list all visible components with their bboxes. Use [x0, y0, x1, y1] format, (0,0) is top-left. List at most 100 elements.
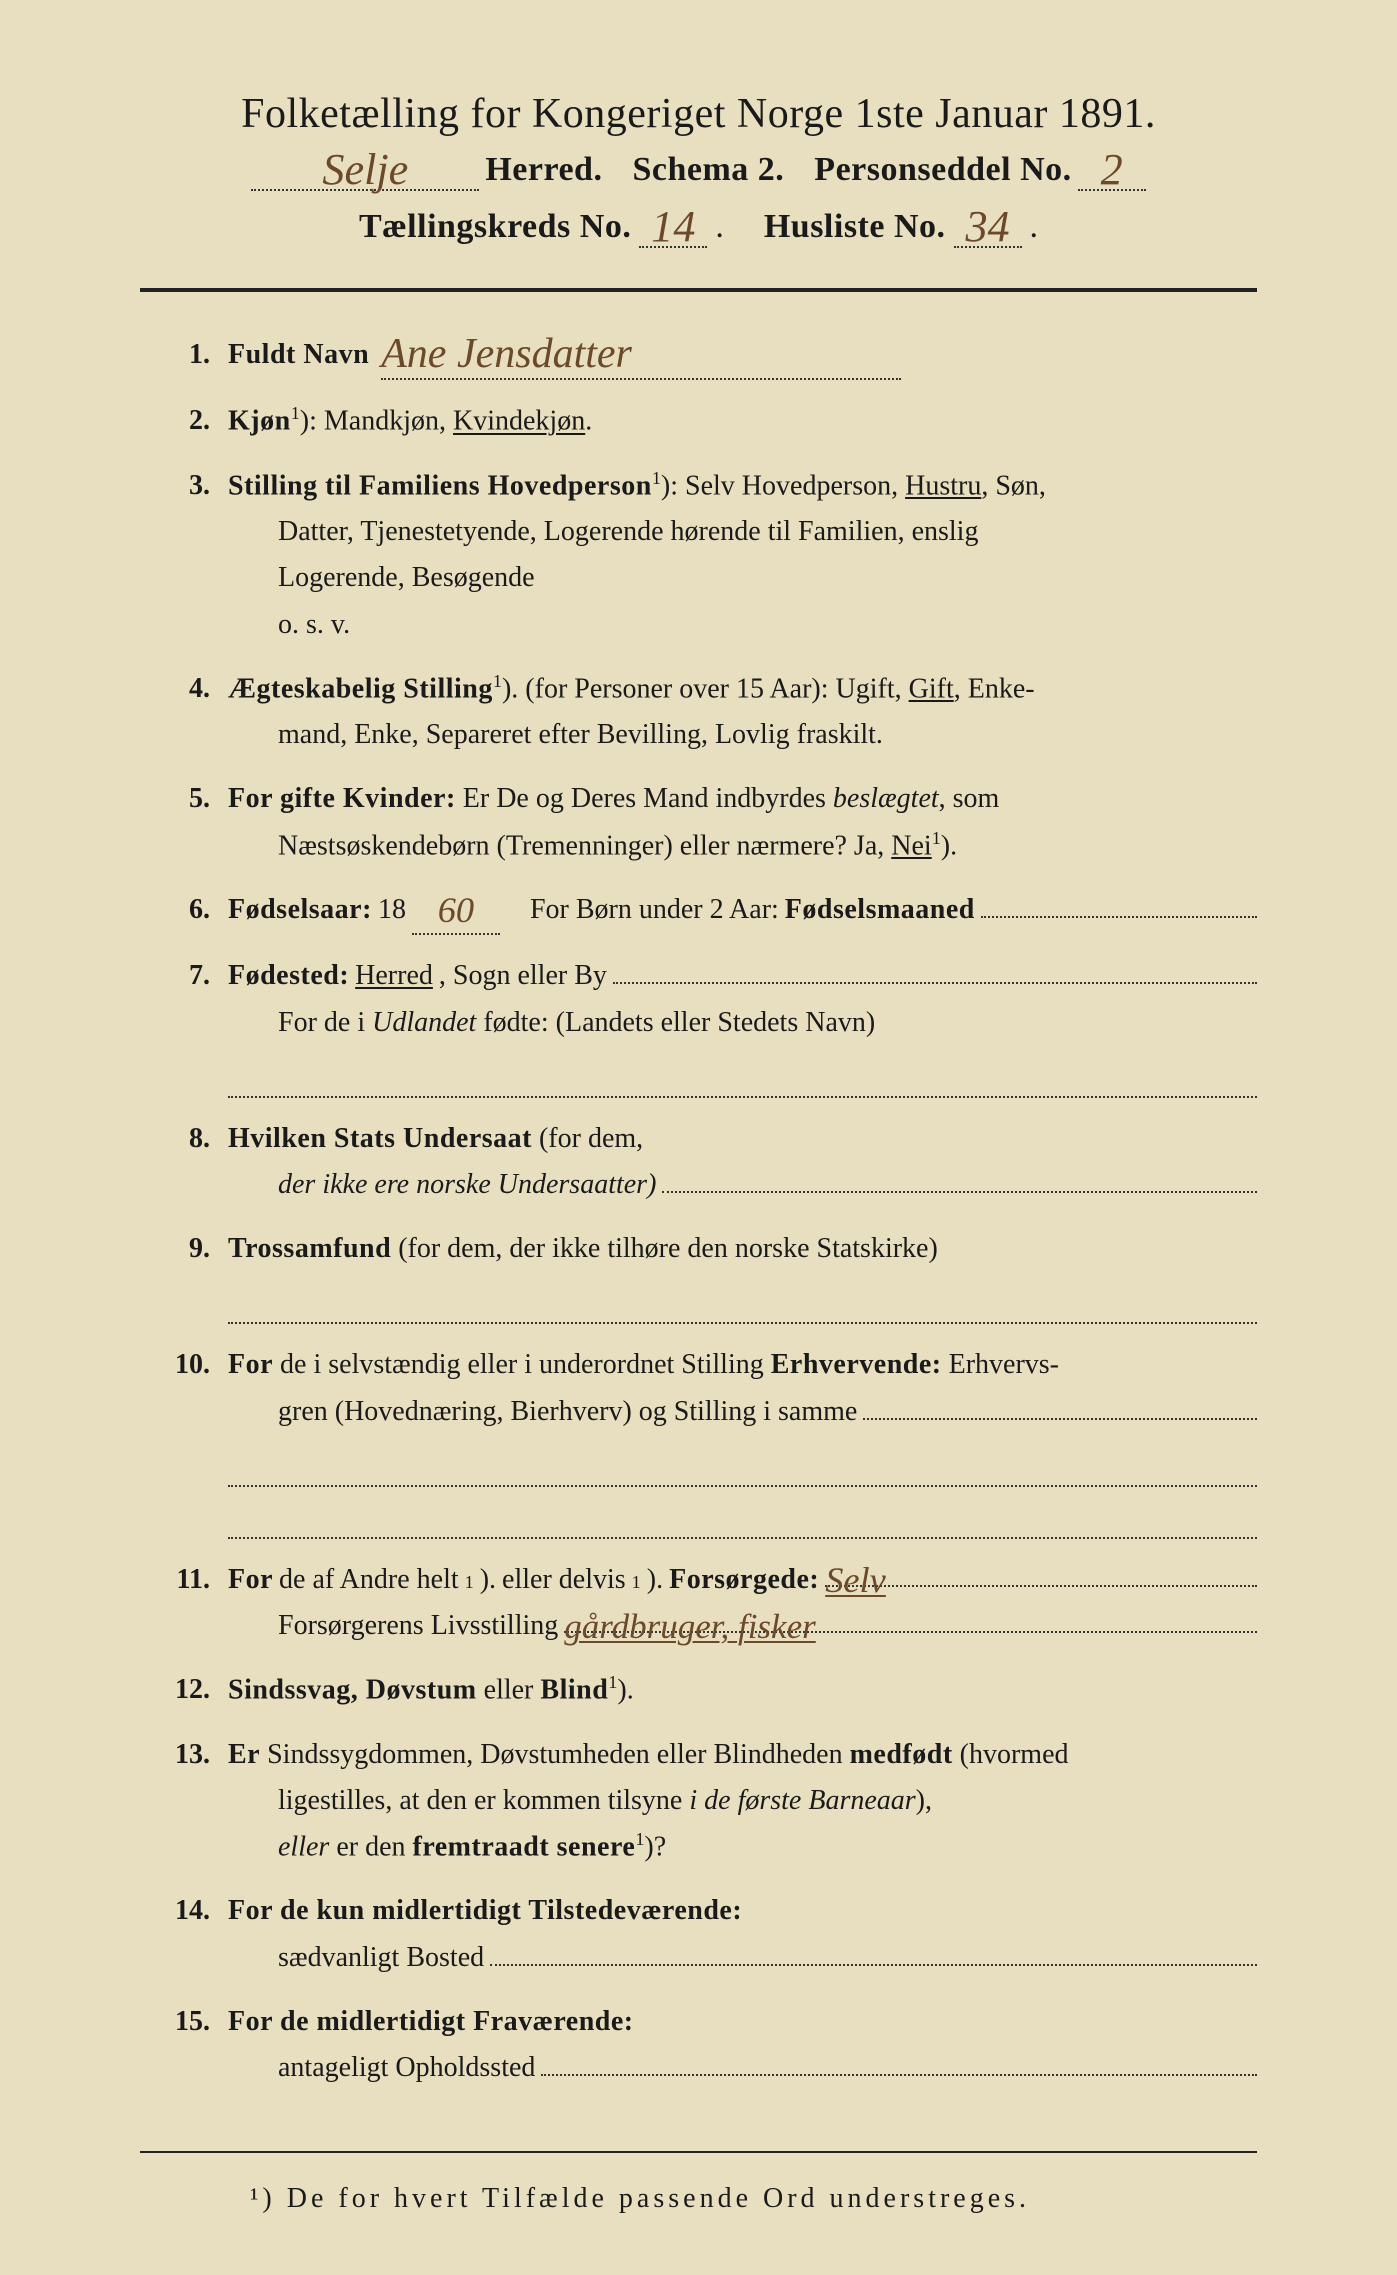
item-number: 3.: [140, 463, 228, 509]
item-number: 11.: [140, 1557, 228, 1603]
q13-line2b: i de første Barneaar: [689, 1785, 915, 1816]
schema-label: Schema 2.: [632, 151, 784, 189]
birthyear-value: 60: [438, 890, 474, 930]
q11-label-b: de af Andre helt: [279, 1557, 459, 1603]
item-2: 2. Kjøn1): Mandkjøn, Kvindekjøn.: [140, 398, 1257, 445]
q5-text-a: Er De og Deres Mand indbyrdes: [463, 783, 826, 814]
q11-label-a: For: [228, 1557, 273, 1603]
q15-b: de midlertidigt Fraværende:: [280, 2006, 634, 2037]
item-body: Ægteskabelig Stilling1). (for Personer o…: [228, 666, 1257, 759]
sup: 1: [291, 403, 300, 423]
q3-text-b: , Søn,: [981, 470, 1046, 501]
item-body: For de i selvstændig eller i underordnet…: [228, 1342, 1257, 1538]
main-title: Folketælling for Kongeriget Norge 1ste J…: [140, 90, 1257, 138]
q11-label-c: eller delvis: [502, 1557, 626, 1603]
item-3: 3. Stilling til Familiens Hovedperson1):…: [140, 463, 1257, 648]
personseddel-value: 2: [1101, 145, 1123, 194]
period: .: [585, 406, 592, 437]
item-number: 6.: [140, 887, 228, 933]
item-body: For de midlertidigt Fraværende: antageli…: [228, 1999, 1257, 2091]
q3-line2: Datter, Tjenestetyende, Logerende hørend…: [228, 509, 1257, 555]
period: .: [1030, 208, 1039, 246]
q4-gift: Gift: [909, 673, 954, 704]
q5-label: For gifte Kvinder:: [228, 783, 456, 814]
q10-line2: gren (Hovednæring, Bierhverv) og Stillin…: [278, 1389, 857, 1435]
sup: 1: [608, 1672, 617, 1692]
q12-text-a: eller: [484, 1674, 534, 1705]
q3-line4: o. s. v.: [228, 602, 1257, 648]
q12-label: Sindssvag, Døvstum: [228, 1674, 477, 1705]
q7-line2: For de i Udlandet fødte: (Landets eller …: [228, 1000, 1257, 1046]
q5-nei: Nei: [891, 830, 931, 861]
item-number: 8.: [140, 1116, 228, 1162]
item-5: 5. For gifte Kvinder: Er De og Deres Man…: [140, 776, 1257, 869]
q5-line2a: Næstsøskendebørn (Tremenninger) eller næ…: [278, 830, 884, 861]
q14-line2: sædvanligt Bosted: [278, 1935, 484, 1981]
item-body: Fødested: Herred, Sogn eller By For de i…: [228, 953, 1257, 1097]
paren: ).: [941, 830, 957, 861]
period: .: [715, 208, 724, 246]
q13-line3a: eller: [278, 1831, 329, 1862]
q7-line2a: For de i: [278, 1007, 365, 1038]
q8-dotted: [662, 1163, 1257, 1193]
q14-a: For: [228, 1895, 273, 1926]
divider-bottom: [140, 2151, 1257, 2153]
herred-field: Selje: [251, 148, 479, 191]
q6-text: For Børn under 2 Aar:: [530, 887, 779, 933]
sup: 1: [465, 1567, 474, 1597]
q9-dotted: [228, 1280, 1257, 1324]
paren: ).: [617, 1674, 633, 1705]
item-number: 12.: [140, 1667, 228, 1713]
q8-text: (for dem,: [539, 1123, 643, 1154]
q13-line2a: ligestilles, at den er kommen tilsyne: [278, 1785, 682, 1816]
q13-line3: eller er den fremtraadt senere1)?: [228, 1824, 1257, 1871]
item-number: 10.: [140, 1342, 228, 1388]
item-body: For de af Andre helt1). eller delvis1). …: [228, 1557, 1257, 1649]
item-body: Trossamfund (for dem, der ikke tilhøre d…: [228, 1226, 1257, 1324]
q3-text: Selv Hovedperson,: [685, 470, 898, 501]
q13-line2: ligestilles, at den er kommen tilsyne i …: [228, 1778, 1257, 1824]
q13-d: (hvormed: [960, 1739, 1069, 1770]
item-6: 6. Fødselsaar: 1860 For Børn under 2 Aar…: [140, 887, 1257, 935]
item-1: 1. Fuldt Navn Ane Jensdatter: [140, 332, 1257, 380]
q12-text-b: Blind: [540, 1674, 608, 1705]
item-7: 7. Fødested: Herred, Sogn eller By For d…: [140, 953, 1257, 1097]
q2-kvindekjon: Kvindekjøn: [453, 406, 585, 437]
paren: ).: [502, 673, 518, 704]
item-12: 12. Sindssvag, Døvstum eller Blind1).: [140, 1667, 1257, 1714]
q3-label: Stilling til Familiens Hovedperson: [228, 470, 652, 501]
item-number: 5.: [140, 776, 228, 822]
q11-line2: Forsørgerens Livsstilling: [278, 1603, 558, 1649]
header-line-3: Tællingskreds No. 14 . Husliste No. 34 .: [140, 205, 1257, 248]
q11-field2: gårdbruger, fisker: [564, 1603, 1257, 1633]
q7-line3-dotted: [228, 1054, 1257, 1098]
q5-line2: Næstsøskendebørn (Tremenninger) eller næ…: [228, 823, 1257, 870]
q10-label-b: de i selvstændig eller i underordnet Sti…: [280, 1349, 764, 1380]
q7-text: , Sogn eller By: [439, 953, 607, 999]
q2-label: Kjøn: [228, 406, 291, 437]
q7-udlandet: Udlandet: [372, 1007, 476, 1038]
husliste-value: 34: [965, 202, 1009, 251]
sup: 1: [493, 671, 502, 691]
form-items: 1. Fuldt Navn Ane Jensdatter 2. Kjøn1): …: [140, 332, 1257, 2091]
q11-field1: Selv: [825, 1557, 1257, 1587]
paren: ):: [300, 406, 317, 437]
q2-mandkjon: Mandkjøn,: [324, 406, 446, 437]
q7-label: Fødested:: [228, 953, 349, 999]
taellingskreds-label: Tællingskreds No.: [359, 208, 631, 246]
item-number: 7.: [140, 953, 228, 999]
item-9: 9. Trossamfund (for dem, der ikke tilhør…: [140, 1226, 1257, 1324]
item-body: For gifte Kvinder: Er De og Deres Mand i…: [228, 776, 1257, 869]
header-line-2: Selje Herred. Schema 2. Personseddel No.…: [140, 148, 1257, 191]
q10-label-c: Erhvervende:: [771, 1349, 942, 1380]
q1-label: Fuldt Navn: [228, 332, 369, 378]
paren2: ),: [916, 1785, 932, 1816]
q13-b: Sindssygdommen, Døvstumheden eller Blind…: [267, 1739, 843, 1770]
name-value: Ane Jensdatter: [381, 331, 632, 377]
q10-text: Erhvervs-: [949, 1349, 1059, 1380]
q13-line3c: fremtraadt senere: [413, 1831, 636, 1862]
item-number: 9.: [140, 1226, 228, 1272]
item-body: For de kun midlertidigt Tilstedeværende:…: [228, 1888, 1257, 1980]
item-8: 8. Hvilken Stats Undersaat (for dem, der…: [140, 1116, 1257, 1208]
q15-dotted: [541, 2046, 1257, 2076]
